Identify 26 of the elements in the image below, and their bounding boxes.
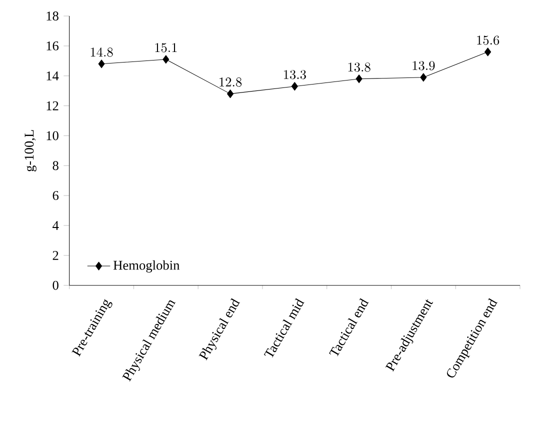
data-label: 14.8	[90, 47, 113, 57]
y-tick-label: 14	[46, 71, 59, 80]
y-tick-label: 16	[46, 41, 59, 50]
point	[227, 90, 234, 98]
y-tick-label: 18	[46, 12, 58, 20]
data-label: 12.8	[220, 78, 242, 87]
y-tick-label: 4	[52, 221, 59, 230]
data-label: 15. 1	[155, 43, 177, 52]
y-tick-label: 10	[46, 131, 58, 140]
data-label: 13.8	[348, 62, 370, 72]
y-tick-label: 12	[46, 101, 58, 110]
y-tick-label: 6	[52, 191, 59, 200]
point	[291, 82, 298, 91]
data-label: 13.9	[412, 61, 435, 70]
point	[98, 60, 105, 68]
point	[484, 48, 492, 56]
legend-label: Hemoglobin	[113, 260, 180, 273]
y-tick-label: 8	[52, 161, 58, 170]
point	[356, 74, 362, 84]
data-label: 13.3	[284, 70, 306, 80]
y-tick-label: 2	[52, 251, 58, 260]
data-label: 15.6	[477, 36, 500, 45]
point	[162, 55, 170, 64]
y-tick-label: 0	[52, 280, 58, 290]
y-axis-title: g-100,L	[24, 130, 36, 172]
point	[420, 73, 427, 82]
